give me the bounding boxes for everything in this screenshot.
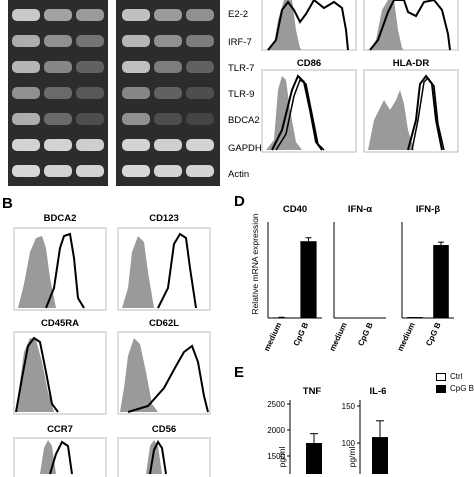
y-tick-label: 150 (342, 402, 356, 411)
y-tick-label: 1500 (267, 452, 285, 461)
y-tick-label: 2000 (267, 426, 285, 435)
y-tick-label: 2500 (267, 400, 285, 409)
y-tick-label: 100 (342, 439, 356, 448)
e-chart-title: IL-6 (370, 386, 387, 397)
bar (372, 437, 388, 474)
e-chart-title: TNF (303, 386, 322, 397)
bar (306, 443, 322, 474)
